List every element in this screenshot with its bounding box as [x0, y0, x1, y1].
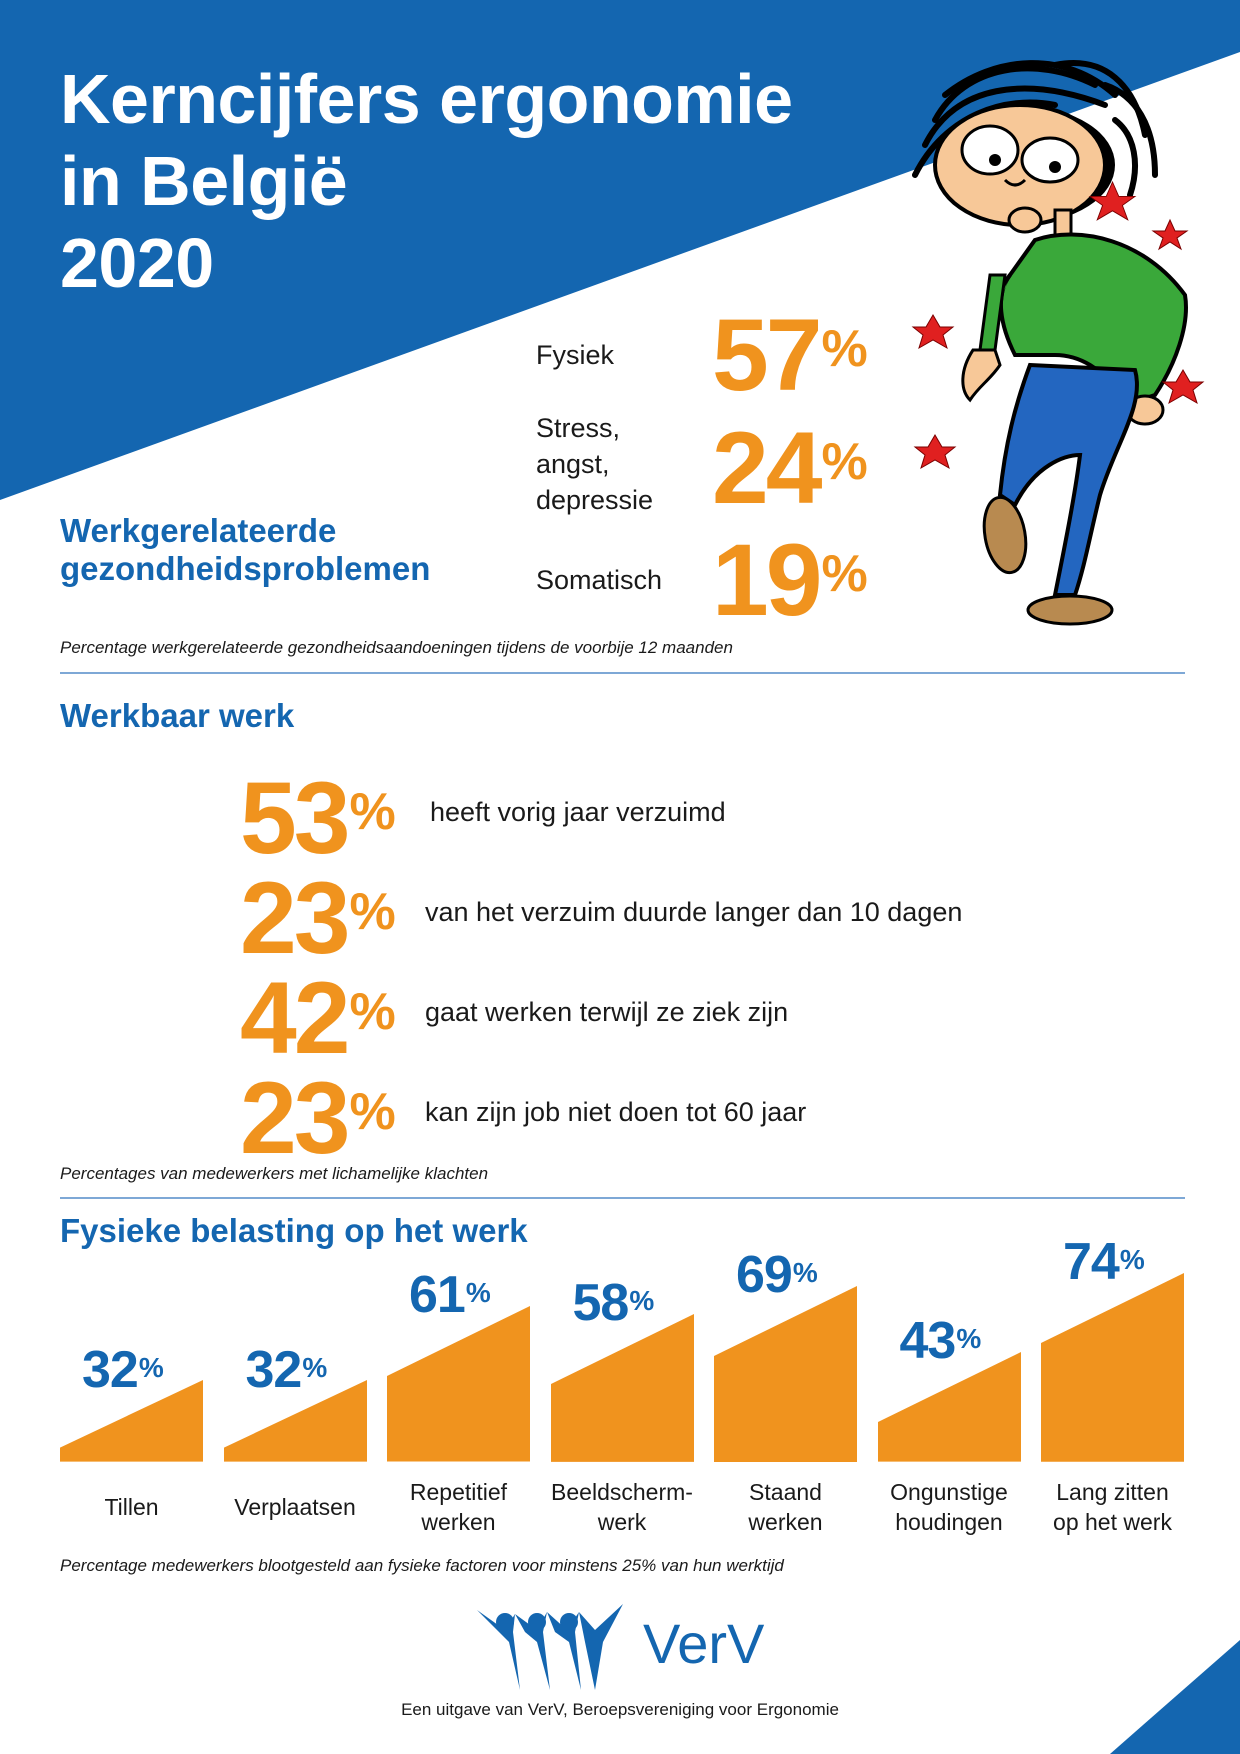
- chart-bar: [714, 1286, 857, 1462]
- chart-bar-label: Ongunstige houdingen: [890, 1479, 1008, 1535]
- werkbaar-row: 42% gaat werken terwijl ze ziek zijn: [240, 961, 1140, 1075]
- section-divider: [60, 1197, 1185, 1199]
- chart-bar-value: 69%: [736, 1246, 818, 1305]
- health-label-stress: Stress, angst, depressie: [536, 413, 654, 515]
- werkbaar-text: van het verzuim duurde langer dan 10 dag…: [425, 897, 963, 927]
- chart-bar-label: Verplaatsen: [234, 1494, 356, 1520]
- health-problems-note: Percentage werkgerelateerde gezondheidsa…: [60, 638, 733, 657]
- chart-bar-label: Lang zitten op het werk: [1053, 1479, 1172, 1535]
- chart-bar: [60, 1380, 203, 1462]
- chart-bar-label: Staand werken: [748, 1479, 823, 1535]
- chart-bar-value: 43%: [899, 1312, 982, 1371]
- werkbaar-text: kan zijn job niet doen tot 60 jaar: [425, 1097, 807, 1127]
- cartoon-character-illustration: [911, 60, 1205, 626]
- fysieke-belasting-note: Percentage medewerkers blootgesteld aan …: [60, 1556, 784, 1575]
- chart-bar-value: 74%: [1063, 1233, 1145, 1292]
- pain-star-icons: [911, 180, 1205, 470]
- chart-bar-label: Repetitief werken: [409, 1479, 508, 1535]
- chart-bar: [223, 1380, 367, 1462]
- werkbaar-value: 42%: [240, 961, 396, 1075]
- health-label-fysiek: Fysiek: [536, 340, 615, 370]
- werkbaar-value: 23%: [240, 1061, 396, 1175]
- verv-logo: VerV: [475, 1602, 795, 1692]
- footer-publisher: Een uitgave van VerV, Beroepsvereniging …: [401, 1700, 839, 1719]
- corner-triangle: [1110, 1640, 1240, 1754]
- chart-bar-label: Beeldscherm- werk: [551, 1479, 693, 1535]
- verv-logo-text: VerV: [643, 1612, 765, 1675]
- werkbaar-text: gaat werken terwijl ze ziek zijn: [425, 997, 789, 1027]
- health-title-line2: gezondheidsproblemen: [60, 550, 431, 587]
- werkbaar-row: 23% van het verzuim duurde langer dan 10…: [240, 861, 1140, 975]
- chart-bar-value: 32%: [82, 1340, 164, 1399]
- chart-bar-value: 58%: [572, 1274, 655, 1333]
- chart-bar: [387, 1306, 530, 1462]
- health-label-somatisch: Somatisch: [536, 565, 663, 595]
- health-value-somatisch: 19%: [712, 523, 868, 637]
- health-value-fysiek: 57%: [712, 298, 868, 412]
- chart-bar: [550, 1314, 694, 1462]
- fysieke-belasting-title: Fysieke belasting op het werk: [60, 1212, 528, 1249]
- werkbaar-value: 23%: [240, 861, 396, 975]
- chart-bar: [1041, 1273, 1184, 1462]
- verv-people-icon: [477, 1604, 623, 1690]
- chart-bar-label: Tillen: [104, 1494, 159, 1520]
- health-title-line1: Werkgerelateerde: [60, 512, 337, 549]
- werkbaar-row: 23% kan zijn job niet doen tot 60 jaar: [240, 1061, 1140, 1175]
- werkbaar-value: 53%: [240, 761, 396, 875]
- werkbaar-row: 53% heeft vorig jaar verzuimd: [240, 761, 1140, 875]
- chart-bar-value: 32%: [245, 1340, 328, 1399]
- werkbaar-werk-note: Percentages van medewerkers met lichamel…: [60, 1164, 489, 1183]
- section-divider: [60, 672, 1185, 674]
- chart-bar-value: 61%: [409, 1266, 491, 1325]
- health-problems-title: Werkgerelateerde gezondheidsproblemen: [60, 512, 430, 588]
- health-value-stress: 24%: [712, 411, 868, 525]
- page-title: Kerncijfers ergonomie in België 2020: [60, 60, 793, 302]
- header-banner: [0, 0, 1240, 500]
- werkbaar-text: heeft vorig jaar verzuimd: [430, 797, 726, 827]
- werkbaar-werk-title: Werkbaar werk: [60, 697, 295, 734]
- chart-bar: [877, 1352, 1021, 1462]
